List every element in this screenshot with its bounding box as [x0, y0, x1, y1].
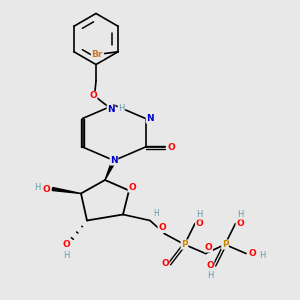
- Text: H: H: [259, 250, 266, 260]
- Text: O: O: [236, 219, 244, 228]
- Text: H: H: [63, 250, 69, 260]
- Text: O: O: [161, 260, 169, 268]
- Text: O: O: [43, 184, 50, 194]
- Text: Br: Br: [92, 50, 103, 59]
- Text: H: H: [34, 183, 41, 192]
- Text: O: O: [248, 249, 256, 258]
- Text: H: H: [153, 208, 159, 217]
- Text: O: O: [206, 261, 214, 270]
- Text: H: H: [118, 103, 125, 112]
- Text: H: H: [237, 210, 243, 219]
- Text: H: H: [207, 271, 213, 280]
- Text: O: O: [158, 224, 166, 232]
- Text: O: O: [167, 142, 175, 152]
- Text: N: N: [107, 105, 115, 114]
- Text: O: O: [196, 219, 203, 228]
- Text: O: O: [128, 183, 136, 192]
- Polygon shape: [52, 188, 81, 194]
- Text: P: P: [222, 240, 228, 249]
- Polygon shape: [105, 160, 116, 180]
- Text: P: P: [181, 240, 188, 249]
- Text: H: H: [196, 210, 203, 219]
- Text: O: O: [62, 240, 70, 249]
- Text: O: O: [89, 92, 97, 100]
- Text: O: O: [205, 243, 212, 252]
- Text: N: N: [110, 156, 118, 165]
- Text: N: N: [146, 114, 154, 123]
